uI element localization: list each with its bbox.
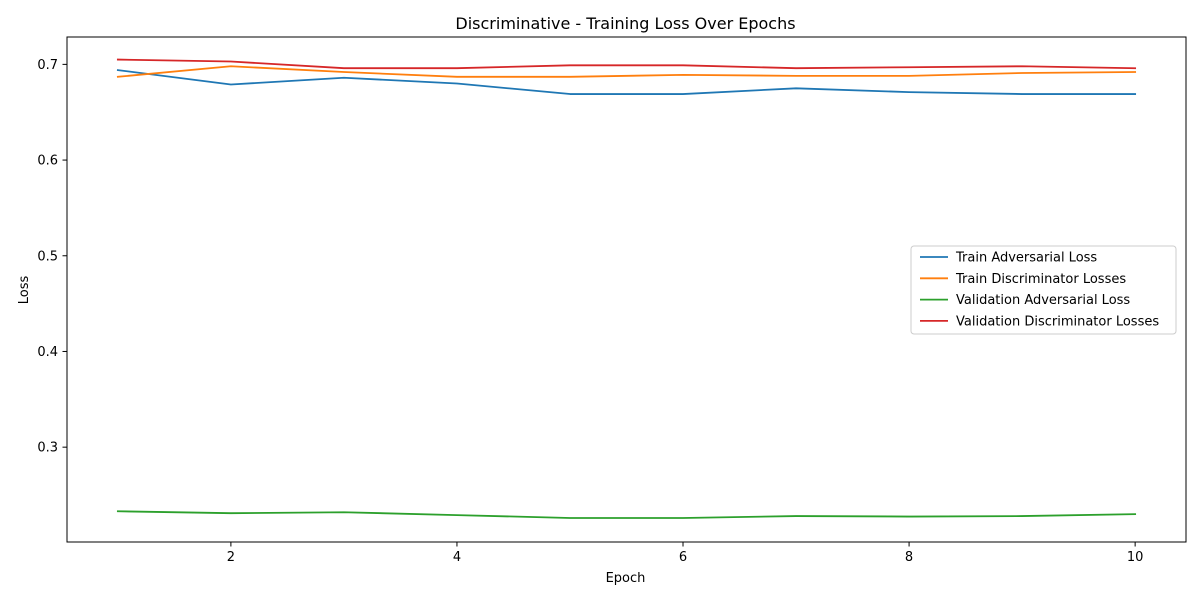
x-tick-label: 6 — [679, 550, 687, 565]
legend-label-2: Train Discriminator Losses — [955, 272, 1126, 287]
x-axis-label: Epoch — [606, 571, 646, 586]
x-tick-label: 8 — [905, 550, 913, 565]
y-tick-label: 0.7 — [37, 58, 58, 73]
x-tick-label: 4 — [453, 550, 461, 565]
legend-label-1: Train Adversarial Loss — [955, 251, 1097, 266]
y-tick-label: 0.6 — [37, 154, 58, 169]
legend-label-3: Validation Adversarial Loss — [956, 293, 1130, 308]
x-tick-label: 10 — [1127, 550, 1144, 565]
legend: Train Adversarial Loss Train Discriminato… — [910, 245, 1177, 335]
series-line-3 — [116, 510, 1137, 519]
x-tick-label: 2 — [227, 550, 235, 565]
series-layer — [116, 58, 1137, 519]
y-tick-label: 0.4 — [37, 345, 58, 360]
series-line-1 — [116, 69, 1137, 95]
series-line-4 — [116, 58, 1137, 70]
y-tick-label: 0.3 — [37, 441, 58, 456]
axes-layer: 2 4 6 8 10 0.3 0.4 0.5 0.6 0.7 — [37, 36, 1187, 565]
legend-box — [910, 245, 1177, 335]
legend-label-4: Validation Discriminator Losses — [956, 314, 1159, 329]
chart-title: Discriminative - Training Loss Over Epoc… — [455, 14, 795, 33]
plot-frame — [66, 36, 1187, 543]
series-line-2 — [116, 65, 1137, 78]
y-axis-label: Loss — [17, 276, 32, 305]
y-tick-label: 0.5 — [37, 249, 58, 264]
